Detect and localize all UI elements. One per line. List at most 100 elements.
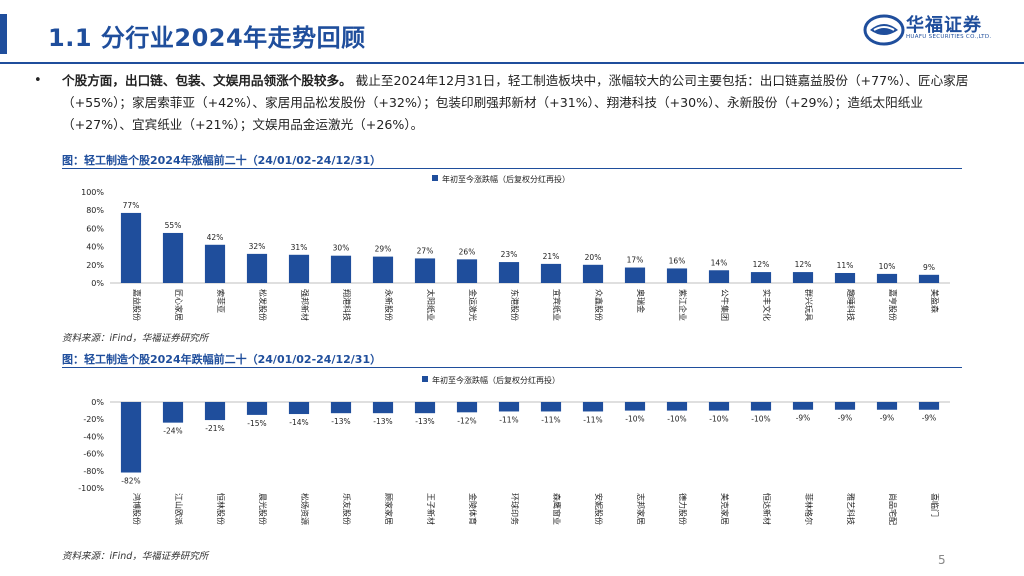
losers-bar [666, 402, 688, 411]
losers-ytick-label: -40% [83, 432, 104, 441]
gainers-category-label: 松发股份 [258, 289, 268, 321]
gainers-data-label: 31% [291, 243, 308, 252]
losers-bar [708, 402, 730, 411]
losers-data-label: -10% [667, 415, 686, 424]
losers-legend-label: 年初至今涨跌幅（后复权分红再投） [432, 375, 560, 385]
gainers-data-label: 12% [795, 260, 812, 269]
losers-bar [120, 402, 142, 473]
losers-category-label: 松炀资源 [300, 493, 310, 525]
summary-body: 截止至2024年12月31日，轻工制造板块中，涨幅较大的公司主要包括：出口链嘉益… [62, 73, 969, 132]
gainers-category-label: 众鑫股份 [594, 289, 604, 321]
gainers-data-label: 11% [837, 261, 854, 270]
losers-data-label: -21% [205, 424, 224, 433]
losers-bar [876, 402, 898, 410]
gainers-category-label: 金运激光 [468, 289, 478, 321]
gainers-bar [792, 272, 814, 283]
losers-category-label: 恒达新材 [762, 493, 772, 525]
losers-bar [624, 402, 646, 411]
losers-category-label: 晨光股份 [258, 493, 268, 525]
gainers-data-label: 20% [585, 253, 602, 262]
losers-bar [204, 402, 226, 421]
losers-category-label: 江山欧派 [174, 493, 184, 525]
losers-data-label: -24% [163, 427, 182, 436]
losers-ytick-label: -60% [83, 450, 104, 459]
gainers-data-label: 12% [753, 260, 770, 269]
gainers-bar [582, 264, 604, 283]
gainers-legend-label: 年初至今涨跌幅（后复权分红再投） [442, 174, 570, 184]
losers-category-label: 森鹰窗业 [552, 493, 562, 525]
losers-bar [498, 402, 520, 412]
gainers-ytick-label: 100% [81, 188, 104, 197]
top-chart-title: 图：轻工制造个股2024年涨幅前二十（24/01/02-24/12/31） [62, 154, 382, 167]
losers-ytick-label: -100% [78, 484, 104, 493]
title-accent-bar [0, 14, 7, 54]
bottom-chart-rule [62, 367, 962, 368]
page-number: 5 [938, 553, 946, 567]
losers-category-label: 志邦家居 [636, 493, 646, 525]
title-divider [0, 62, 1024, 64]
losers-category-label: 菲林格尔 [804, 493, 814, 525]
losers-category-label: 恒林股份 [216, 493, 226, 525]
gainers-data-label: 26% [459, 247, 476, 256]
gainers-bar [330, 255, 352, 283]
losers-category-label: 王子新材 [426, 493, 436, 525]
losers-bar [792, 402, 814, 410]
losers-data-label: -13% [415, 417, 434, 426]
gainers-bar [246, 253, 268, 283]
gainers-bar [498, 262, 520, 283]
gainers-data-label: 23% [501, 250, 518, 259]
losers-data-label: -82% [121, 477, 140, 486]
gainers-category-label: 嘉亨股份 [888, 289, 898, 321]
losers-legend-swatch [422, 376, 428, 382]
gainers-category-label: 索菲亚 [216, 289, 226, 313]
gainers-ytick-label: 60% [86, 224, 104, 233]
gainers-bar [162, 232, 184, 283]
gainers-bar [708, 270, 730, 283]
losers-data-label: -10% [751, 415, 770, 424]
losers-category-label: 顾家家居 [384, 493, 394, 525]
losers-ytick-label: -20% [83, 415, 104, 424]
losers-data-label: -11% [499, 415, 518, 424]
summary-paragraph: 个股方面，出口链、包装、文娱用品领涨个股较多。 截止至2024年12月31日，轻… [62, 70, 972, 136]
top-chart-rule [62, 168, 962, 169]
logo-wordmark: 华福证券 [906, 15, 982, 36]
losers-bar [834, 402, 856, 410]
losers-category-label: 喜临门 [930, 493, 940, 517]
losers-bar [288, 402, 310, 415]
losers-bar [372, 402, 394, 414]
gainers-category-label: 太阳纸业 [426, 289, 436, 321]
gainers-category-label: 匠心家居 [174, 289, 184, 321]
losers-bar [456, 402, 478, 413]
losers-data-label: -13% [331, 417, 350, 426]
gainers-data-label: 10% [879, 262, 896, 271]
gainers-data-label: 77% [123, 201, 140, 210]
losers-category-label: 环球印务 [510, 493, 520, 525]
losers-bar [414, 402, 436, 414]
gainers-data-label: 55% [165, 221, 182, 230]
losers-data-label: -11% [541, 415, 560, 424]
losers-category-label: 鸿博股份 [132, 493, 142, 525]
losers-data-label: -12% [457, 416, 476, 425]
page-title: 1.1 分行业2024年走势回顾 [48, 24, 366, 52]
gainers-category-label: 实丰文化 [762, 289, 772, 321]
losers-data-label: -9% [796, 414, 811, 423]
gainers-bar [456, 259, 478, 283]
summary-lead: 个股方面，出口链、包装、文娱用品领涨个股较多。 [62, 73, 352, 88]
gainers-ytick-label: 40% [86, 243, 104, 252]
gainers-category-label: 嘉益股份 [132, 289, 142, 321]
losers-category-label: 安妮股份 [594, 493, 604, 525]
gainers-data-label: 32% [249, 242, 266, 251]
losers-category-label: 德力股份 [678, 493, 688, 525]
gainers-data-label: 42% [207, 233, 224, 242]
gainers-bar [372, 256, 394, 283]
losers-data-label: -9% [922, 414, 937, 423]
losers-data-label: -10% [709, 415, 728, 424]
gainers-category-label: 紫江企业 [678, 289, 688, 321]
gainers-category-label: 公牛集团 [720, 289, 730, 321]
top-gainers-chart: 年初至今涨跌幅（后复权分红再投） 0% 20% 40% 60% 80% 100% 77% 嘉益股… [81, 174, 950, 321]
gainers-category-label: 群兴玩具 [804, 289, 814, 321]
gainers-ytick-label: 80% [86, 206, 104, 215]
logo-subtitle: HUAFU SECURITIES CO.,LTD. [906, 34, 992, 40]
bottom-chart-source: 资料来源：iFind，华福证券研究所 [62, 551, 209, 562]
gainers-category-label: 翔港科技 [342, 289, 352, 321]
